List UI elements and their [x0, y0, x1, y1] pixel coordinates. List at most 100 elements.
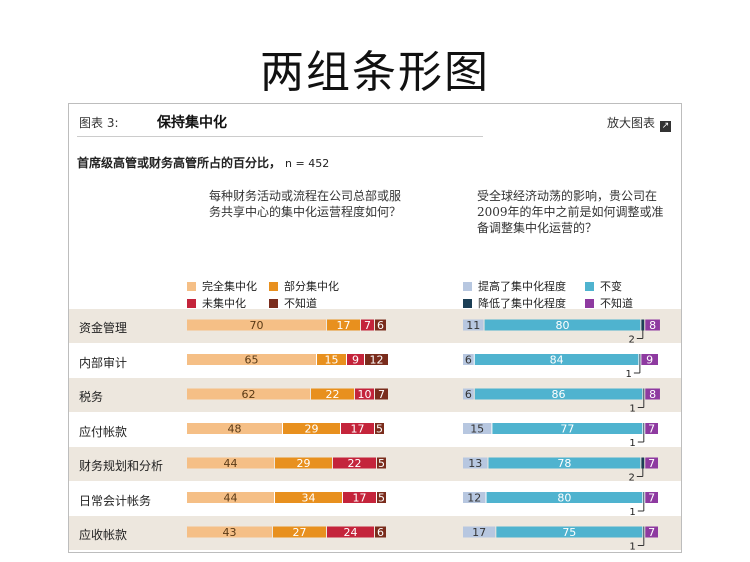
right-bar-segment: [645, 457, 658, 469]
right-bar-segment: [484, 319, 641, 331]
left-legend-label: 未集中化: [202, 297, 246, 310]
left-bar-segment: [275, 492, 342, 503]
left-bar-value: 24: [344, 526, 358, 539]
left-legend-label: 不知道: [284, 297, 317, 310]
left-bar-value: 34: [302, 492, 316, 505]
right-legend-swatch: [463, 299, 472, 308]
right-bar-value: 2: [628, 335, 634, 346]
right-bar-segment: [474, 388, 643, 400]
left-bar-value: 6: [377, 319, 384, 332]
right-bar-segment: [463, 423, 492, 434]
left-question: 每种财务活动或流程在公司总部或服务共享中心的集中化运营程度如何？: [209, 189, 402, 219]
right-bar-value: 15: [470, 423, 484, 436]
right-bar-segment: [645, 388, 660, 400]
right-bar-segment: [645, 319, 660, 331]
right-bar-value: 1: [629, 507, 635, 518]
chart-subtitle: 首席级高管或财务高管所占的百分比， n = 452: [77, 154, 329, 171]
left-bar-segment: [365, 354, 388, 365]
left-bar-segment: [311, 388, 354, 400]
right-bar-segment: [641, 354, 658, 365]
right-bar-value: 78: [557, 457, 571, 470]
right-bar-segment: [486, 492, 643, 503]
left-bar-value: 15: [325, 354, 339, 367]
category-label: 应付帐款: [79, 424, 128, 439]
right-legend-label: 不变: [600, 280, 622, 293]
left-bar-value: 48: [228, 423, 242, 436]
enlarge-chart-button[interactable]: 放大图表 ↗: [607, 114, 671, 132]
right-bar-value: 17: [472, 526, 486, 539]
right-bar-segment: [463, 388, 474, 400]
left-bar-value: 29: [305, 423, 319, 436]
right-bar-segment: [463, 457, 488, 469]
right-bar-value: 1: [626, 369, 632, 380]
right-bar-value: 8: [649, 319, 656, 332]
right-bar-segment: [463, 354, 474, 365]
right-legend-swatch: [463, 282, 472, 291]
right-bar-segment: [474, 354, 639, 365]
right-legend-swatch: [585, 299, 594, 308]
left-bar-segment: [187, 354, 316, 365]
left-legend-swatch: [269, 299, 278, 308]
left-bar-value: 22: [326, 388, 340, 401]
left-bar-segment: [283, 423, 340, 434]
right-legend-swatch: [585, 282, 594, 291]
right-bar-segment: [643, 492, 645, 503]
right-bar-value: 12: [467, 492, 481, 505]
left-bar-segment: [375, 423, 384, 434]
left-bar-value: 5: [378, 492, 385, 505]
left-bar-segment: [187, 526, 272, 538]
right-bar-segment: [496, 526, 643, 538]
right-bar-value: 2: [628, 473, 634, 484]
left-bar-segment: [341, 423, 374, 434]
right-bar-value: 1: [629, 404, 635, 415]
left-bar-segment: [187, 423, 282, 434]
left-legend-swatch: [269, 282, 278, 291]
left-bar-segment: [375, 319, 386, 331]
chart-title: 保持集中化: [157, 115, 227, 131]
right-legend-label: 降低了集中化程度: [478, 297, 566, 310]
right-legend-item: 提高了集中化程度: [463, 278, 566, 294]
right-bar-value: 75: [562, 526, 576, 539]
right-bar-value: 80: [557, 492, 571, 505]
right-bar-value: 1: [629, 438, 635, 449]
right-bar-value: 86: [552, 388, 566, 401]
right-bar-segment: [643, 388, 645, 400]
left-bar-value: 7: [364, 319, 371, 332]
right-bar-value: 9: [646, 354, 653, 367]
category-label: 资金管理: [79, 321, 128, 335]
left-bar-segment: [275, 457, 332, 469]
left-bar-value: 5: [376, 423, 383, 436]
left-bar-segment: [343, 492, 376, 503]
right-legend-item: 不变: [585, 278, 622, 294]
chart-number-label: 图表 3:: [79, 116, 119, 130]
left-bar-segment: [377, 492, 386, 503]
left-bar-value: 5: [378, 457, 385, 470]
left-bar-segment: [375, 388, 388, 400]
left-bar-value: 70: [250, 319, 264, 332]
left-bar-value: 29: [297, 457, 311, 470]
right-bar-segment: [463, 492, 486, 503]
right-bar-value: 13: [468, 457, 482, 470]
left-bar-value: 17: [351, 423, 365, 436]
left-bar-segment: [327, 526, 374, 538]
right-bar-segment: [641, 319, 645, 331]
right-bar-value: 6: [465, 388, 472, 401]
right-bar-segment: [645, 526, 658, 538]
left-bar-segment: [355, 388, 374, 400]
left-bar-segment: [187, 388, 310, 400]
title-divider: [77, 136, 483, 137]
left-bar-value: 10: [358, 388, 372, 401]
left-legend-swatch: [187, 282, 196, 291]
left-bar-segment: [361, 319, 374, 331]
left-bar-value: 27: [293, 526, 307, 539]
right-bar-value: 8: [649, 388, 656, 401]
subtitle-text: 首席级高管或财务高管所占的百分比，: [77, 156, 282, 170]
right-bar-value: 1: [629, 542, 635, 553]
right-bar-value: 7: [648, 492, 655, 505]
right-bar-segment: [639, 354, 641, 365]
right-bar-value: 7: [648, 526, 655, 539]
left-bar-segment: [187, 492, 274, 503]
right-bar-value: 80: [555, 319, 569, 332]
left-bar-segment: [187, 319, 326, 331]
